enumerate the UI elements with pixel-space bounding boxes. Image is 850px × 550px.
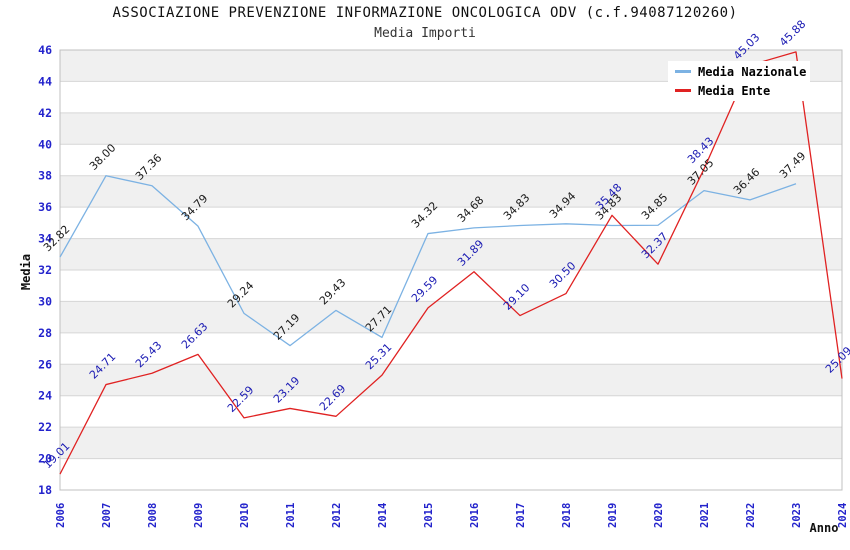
data-label: 25.09 xyxy=(823,344,850,375)
grid-band xyxy=(60,238,842,270)
y-tick-label: 44 xyxy=(38,74,52,88)
x-tick-label: 2020 xyxy=(653,503,665,528)
plot-border xyxy=(59,49,843,491)
legend-item-media-ente: Media Ente xyxy=(668,82,810,100)
y-tick-label: 36 xyxy=(38,200,52,214)
x-tick-label: 2006 xyxy=(55,503,67,528)
x-tick-label: 2009 xyxy=(193,503,205,528)
y-tick-label: 26 xyxy=(38,357,52,371)
legend-item-media-nazionale: Media Nazionale xyxy=(668,63,810,81)
x-tick-label: 2008 xyxy=(147,503,159,528)
legend-label-media-ente: Media Ente xyxy=(698,83,771,98)
series-line-nazionale xyxy=(59,175,797,347)
chart-title: ASSOCIAZIONE PREVENZIONE INFORMAZIONE ON… xyxy=(112,5,738,21)
x-tick-label: 2018 xyxy=(561,503,573,528)
data-label: 29.59 xyxy=(409,274,440,305)
x-tick-label: 2011 xyxy=(285,503,297,528)
x-tick-label: 2010 xyxy=(239,503,251,528)
x-tick-label: 2012 xyxy=(331,503,343,528)
ente-line-swatch xyxy=(675,89,691,92)
legend-label-media-nazionale: Media Nazionale xyxy=(698,64,807,79)
grid-band xyxy=(60,301,842,333)
x-tick-label: 2017 xyxy=(515,503,527,528)
x-tick-label: 2023 xyxy=(791,503,803,528)
x-tick-label: 2021 xyxy=(699,503,711,528)
chart-subtitle: Media Importi xyxy=(374,26,476,41)
y-axis-title: Media xyxy=(19,253,33,291)
x-tick-label: 2022 xyxy=(745,503,757,528)
grid-band xyxy=(60,364,842,396)
y-tick-label: 30 xyxy=(38,294,52,308)
y-tick-label: 38 xyxy=(38,169,52,183)
y-tick-label: 20 xyxy=(38,452,52,466)
y-tick-label: 28 xyxy=(38,326,52,340)
data-label: 45.88 xyxy=(777,18,808,49)
y-tick-label: 42 xyxy=(38,106,52,120)
x-axis-title: Anno xyxy=(809,521,839,535)
y-tick-label: 46 xyxy=(38,43,52,57)
x-tick-label: 2015 xyxy=(423,503,435,528)
y-tick-label: 34 xyxy=(38,232,52,246)
grid-band xyxy=(60,427,842,459)
legend: Media Nazionale Media Ente xyxy=(668,61,810,101)
x-tick-label: 2024 xyxy=(837,503,849,528)
y-tick-label: 40 xyxy=(38,137,52,151)
series-line-ente xyxy=(59,51,843,475)
x-tick-label: 2007 xyxy=(101,503,113,528)
y-tick-label: 24 xyxy=(38,389,52,403)
nazionale-line-swatch xyxy=(675,70,691,73)
data-label: 38.00 xyxy=(87,141,118,172)
x-tick-label: 2014 xyxy=(377,503,389,528)
y-tick-label: 32 xyxy=(38,263,52,277)
x-tick-label: 2016 xyxy=(469,503,481,528)
x-tick-label: 2019 xyxy=(607,503,619,528)
grid-band xyxy=(60,175,842,208)
grid-band xyxy=(60,112,842,145)
y-tick-label: 18 xyxy=(38,483,52,497)
y-tick-label: 22 xyxy=(38,420,52,434)
